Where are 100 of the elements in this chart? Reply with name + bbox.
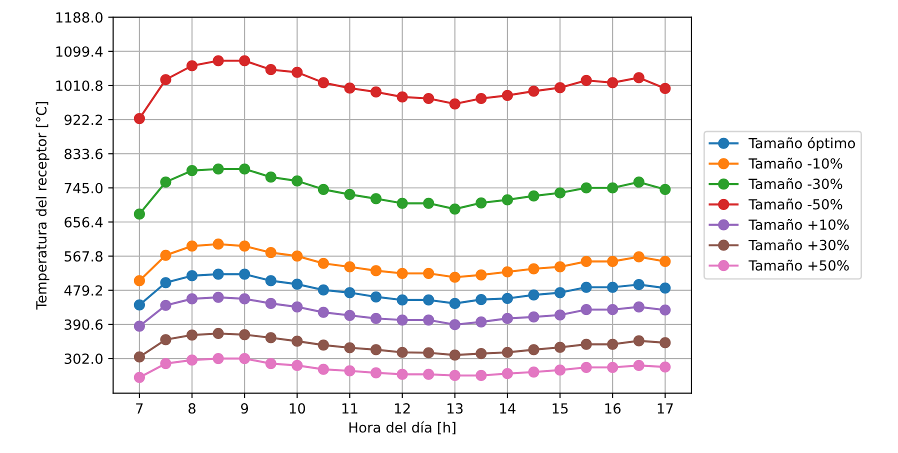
point <box>449 272 460 283</box>
point <box>580 256 592 268</box>
point <box>370 265 382 276</box>
point <box>449 98 460 110</box>
point <box>186 164 198 176</box>
y-tick-label: 302.0 <box>64 354 103 364</box>
point <box>292 66 303 78</box>
point <box>134 112 145 124</box>
point <box>344 310 356 321</box>
point <box>370 367 382 378</box>
point <box>528 190 540 202</box>
point <box>476 348 487 360</box>
point <box>502 346 514 358</box>
point <box>476 197 487 208</box>
legend-label: Tamaño -10% <box>748 158 842 169</box>
point <box>160 277 172 288</box>
point <box>660 337 671 348</box>
x-tick-label: 8 <box>188 403 196 414</box>
x-tick-label: 11 <box>342 403 358 414</box>
point <box>502 368 514 380</box>
x-tick-label: 17 <box>658 403 673 414</box>
point <box>449 204 460 215</box>
point <box>660 256 671 268</box>
y-tick-label: 479.2 <box>64 285 102 296</box>
point <box>134 275 145 286</box>
point <box>476 370 487 382</box>
point <box>660 304 671 316</box>
point <box>449 319 460 330</box>
point <box>528 366 540 378</box>
point <box>318 284 329 296</box>
point <box>449 370 460 382</box>
point <box>580 338 592 350</box>
point <box>396 314 408 326</box>
point <box>633 176 644 188</box>
point <box>396 198 408 209</box>
legend-label: Tamaño -50% <box>748 198 842 210</box>
point <box>134 351 145 363</box>
point <box>212 268 224 280</box>
y-tick-label: 567.8 <box>64 251 102 262</box>
point <box>476 294 487 306</box>
point <box>186 329 198 341</box>
point <box>344 261 356 272</box>
point <box>423 314 434 326</box>
point <box>344 82 356 94</box>
point <box>528 289 540 301</box>
point <box>607 362 618 373</box>
point <box>660 82 671 94</box>
legend-label: Tamaño +10% <box>748 218 849 230</box>
point <box>528 86 540 97</box>
point <box>160 358 172 370</box>
point <box>212 238 224 250</box>
x-tick-label: 16 <box>605 403 621 414</box>
point <box>607 282 618 293</box>
point <box>134 372 145 383</box>
point <box>476 316 487 328</box>
point <box>239 352 250 364</box>
point <box>607 338 618 350</box>
point <box>607 77 618 88</box>
point <box>212 328 224 340</box>
point <box>265 275 276 286</box>
point <box>134 320 145 332</box>
point <box>239 268 250 280</box>
point <box>318 339 329 351</box>
point <box>370 312 382 324</box>
point <box>370 193 382 204</box>
point <box>344 287 356 298</box>
point <box>449 350 460 361</box>
point <box>292 278 303 290</box>
point <box>318 77 329 88</box>
point <box>265 298 276 309</box>
legend-label: Tamaño -30% <box>748 178 842 190</box>
point <box>423 92 434 104</box>
point <box>660 361 671 373</box>
point <box>476 92 487 104</box>
point <box>265 247 276 258</box>
y-tick-label: 1010.8 <box>56 80 102 91</box>
point <box>134 208 145 220</box>
point <box>212 55 224 66</box>
point <box>370 86 382 98</box>
point <box>423 347 434 358</box>
point <box>554 187 566 198</box>
point <box>607 256 618 268</box>
point <box>396 368 408 380</box>
point <box>502 266 514 278</box>
point <box>554 309 566 321</box>
point <box>344 365 356 376</box>
point <box>160 250 172 261</box>
point <box>292 250 303 262</box>
point <box>292 175 303 186</box>
y-tick-label: 656.4 <box>64 216 103 228</box>
point <box>186 354 198 366</box>
point <box>239 293 250 304</box>
x-tick-label: 10 <box>290 403 306 414</box>
point <box>554 261 566 272</box>
point <box>554 82 566 94</box>
point <box>186 240 198 252</box>
point <box>633 360 644 372</box>
x-axis-title: Hora del día [h] <box>349 421 456 434</box>
point <box>344 342 356 354</box>
point <box>502 90 514 101</box>
